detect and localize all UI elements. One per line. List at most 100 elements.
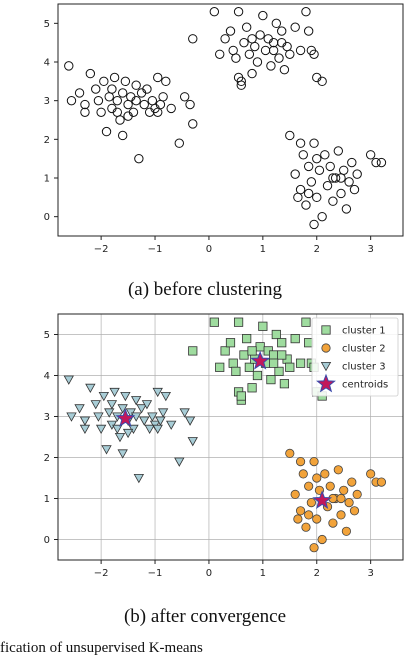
- cluster-3-point: [141, 400, 153, 410]
- cluster-2-point: [309, 543, 319, 553]
- data-point: [239, 37, 249, 48]
- cluster-3-point: [122, 428, 134, 439]
- data-point: [303, 161, 314, 172]
- data-point: [117, 88, 128, 98]
- cluster-3-point: [112, 424, 123, 435]
- cluster-2-point: [285, 448, 295, 458]
- cluster-3-point: [187, 437, 198, 447]
- cluster-2-point: [349, 506, 360, 516]
- data-point: [225, 26, 236, 36]
- cluster-1-point: [236, 391, 246, 401]
- cluster-2-point: [341, 526, 351, 536]
- data-point: [290, 22, 300, 32]
- cluster-1-point: [258, 321, 268, 331]
- cluster-2-point: [290, 489, 300, 499]
- data-point: [268, 45, 279, 56]
- cluster-3-point: [106, 400, 118, 410]
- data-point: [91, 84, 101, 94]
- x-tick-label: −1: [148, 568, 163, 579]
- data-point: [295, 138, 306, 148]
- cluster-3-point: [174, 457, 185, 467]
- cluster-2-point: [336, 493, 346, 504]
- centroids-point: [312, 490, 333, 509]
- cluster-1-point: [255, 342, 265, 352]
- data-point: [123, 99, 133, 110]
- data-point: [139, 99, 149, 110]
- data-point: [179, 92, 190, 102]
- data-point: [255, 30, 265, 40]
- data-point: [247, 34, 257, 44]
- cluster-3-point: [104, 408, 115, 418]
- data-point: [134, 153, 144, 164]
- y-tick-label: 4: [44, 371, 50, 382]
- caption-before-clustering: (a) before clustering: [127, 279, 283, 300]
- data-point: [336, 173, 346, 183]
- data-point: [166, 103, 176, 114]
- cluster-3-point: [79, 416, 91, 426]
- data-point: [215, 49, 225, 59]
- cluster-1-point: [277, 338, 287, 348]
- cluster-1-point: [285, 362, 295, 372]
- cluster-1-point: [242, 333, 252, 344]
- data-point: [295, 184, 306, 195]
- cluster-3-point: [117, 404, 128, 414]
- cluster-3-point: [66, 412, 77, 422]
- legend: cluster 1 cluster 2 cluster 3 centroids: [311, 317, 399, 397]
- data-point: [101, 126, 112, 137]
- data-point: [328, 196, 338, 206]
- cluster-2-point: [325, 481, 335, 491]
- data-point: [317, 211, 327, 222]
- data-point: [247, 68, 257, 79]
- x-tick-label: 1: [260, 568, 266, 579]
- legend-box: [311, 317, 399, 397]
- x-tick-label: 0: [206, 244, 212, 255]
- data-point: [322, 181, 333, 191]
- y-tick-label: 3: [44, 412, 50, 423]
- data-point: [290, 169, 300, 179]
- data-point: [231, 53, 241, 63]
- data-point: [325, 161, 335, 172]
- data-point: [333, 146, 344, 156]
- legend-label: cluster 2: [342, 344, 386, 355]
- x-tick-label: 2: [314, 244, 320, 255]
- cluster-2-point: [366, 469, 376, 479]
- data-point: [153, 72, 163, 83]
- data-point: [274, 53, 284, 63]
- axis-ticks: −2 −1 0 1 2 3 0 1 2 3 4 5: [44, 330, 374, 579]
- data-point: [209, 7, 220, 17]
- cluster-3-point: [152, 387, 163, 398]
- cluster-3-point: [133, 474, 145, 484]
- cluster-3-point: [93, 412, 104, 422]
- cluster-2-point: [376, 477, 387, 487]
- cluster-1-point: [266, 375, 276, 385]
- data-point: [309, 49, 319, 59]
- x-tick-label: 3: [367, 568, 373, 579]
- cluster-2-point: [306, 498, 316, 508]
- data-point: [96, 107, 106, 117]
- data-point: [298, 150, 308, 160]
- data-point: [341, 204, 352, 214]
- cluster-3-point: [120, 392, 131, 402]
- x-tick-label: −2: [94, 568, 109, 579]
- cluster-1-point: [233, 317, 244, 327]
- cluster-3-point: [157, 408, 169, 418]
- cluster-1-point: [220, 346, 230, 356]
- data-point: [260, 45, 271, 56]
- data-point: [64, 61, 74, 71]
- cluster-1-point: [252, 370, 263, 381]
- cluster-3-point: [130, 412, 142, 422]
- data-point: [306, 177, 317, 187]
- cluster-3-point: [155, 416, 166, 426]
- data-point: [185, 99, 195, 110]
- y-tick-label: 2: [44, 453, 50, 464]
- cluster-2-point: [312, 473, 322, 483]
- cluster-1-point: [290, 333, 300, 344]
- data-point: [123, 111, 133, 121]
- data-point: [174, 138, 184, 148]
- axis-ticks: −2 −1 0 1 2 3 0 1 2 3 4 5: [44, 19, 374, 255]
- data-point: [336, 188, 346, 199]
- cluster-3-point: [95, 424, 107, 435]
- cluster-2-point: [312, 514, 322, 524]
- cluster-1-point: [269, 350, 279, 360]
- data-point: [117, 130, 128, 141]
